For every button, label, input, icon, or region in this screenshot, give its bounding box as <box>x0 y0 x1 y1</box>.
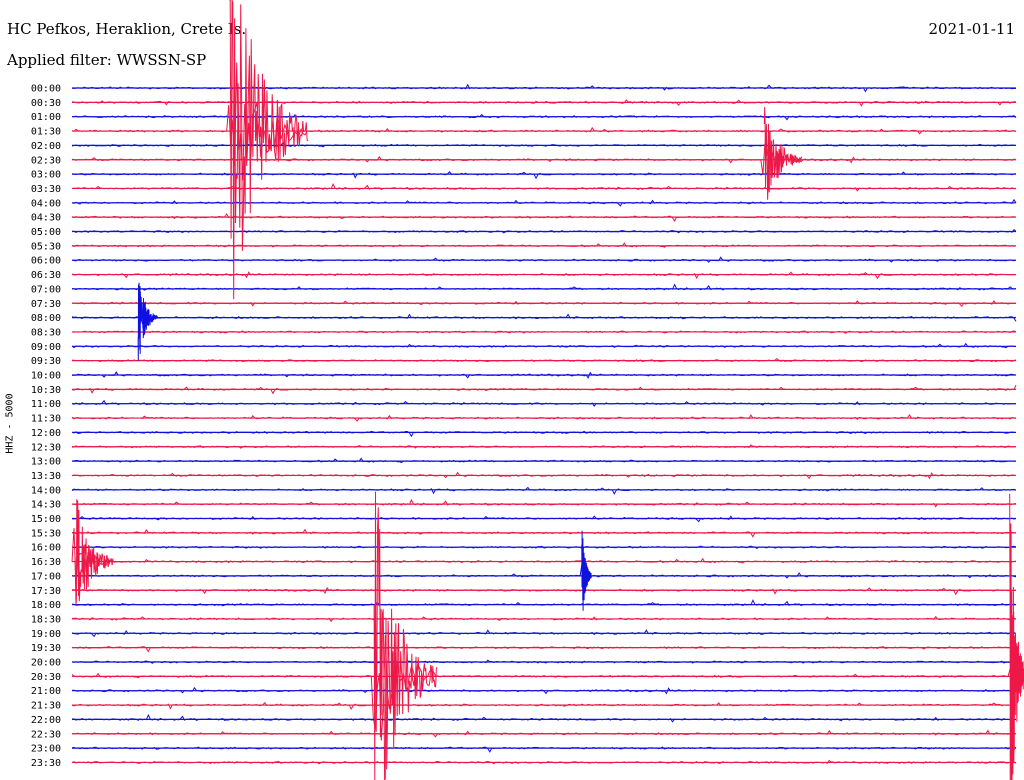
trace-line <box>71 586 1017 596</box>
row-time-label: 09:30 <box>31 356 61 367</box>
trace-line <box>71 271 1017 280</box>
event-waveform <box>74 499 114 605</box>
row-time-label: 08:30 <box>31 327 61 338</box>
row-time-label: 22:00 <box>31 715 61 726</box>
row-time-label: 06:00 <box>31 256 61 267</box>
row-time-label: 13:30 <box>31 471 61 482</box>
station-title: HC Pefkos, Heraklion, Crete Is. <box>7 20 247 38</box>
row-time-label: 16:30 <box>31 557 61 568</box>
row-time-label: 15:00 <box>31 514 61 525</box>
trace-line <box>71 702 1016 711</box>
seismic-event <box>74 499 114 605</box>
row-time-label: 10:00 <box>31 371 61 382</box>
row-time-label: 00:30 <box>31 98 61 109</box>
trace-line <box>71 141 1017 148</box>
row-time-label: 13:00 <box>31 457 61 468</box>
seismic-event <box>373 491 438 780</box>
row-time-label: 11:00 <box>31 399 61 410</box>
row-time-label: 18:30 <box>31 614 61 625</box>
event-waveform <box>763 106 803 200</box>
row-time-label: 22:30 <box>31 729 61 740</box>
row-time-label: 11:30 <box>31 414 61 425</box>
event-waveform <box>229 0 309 300</box>
seismic-event <box>1009 493 1024 780</box>
row-time-label: 09:00 <box>31 342 61 353</box>
trace-line <box>71 242 1017 248</box>
row-time-label: 19:00 <box>31 629 61 640</box>
row-time-label: 01:00 <box>31 112 61 123</box>
row-time-label: 19:30 <box>31 643 61 654</box>
event-waveform <box>137 282 158 361</box>
row-time-label: 21:30 <box>31 701 61 712</box>
trace-line <box>71 143 1017 175</box>
row-time-label: 02:30 <box>31 155 61 166</box>
event-waveform <box>1009 493 1024 780</box>
row-time-label: 20:00 <box>31 658 61 669</box>
trace-line <box>71 713 1017 723</box>
row-time-label: 02:00 <box>31 141 61 152</box>
traces <box>71 0 1024 780</box>
row-time-label: 12:00 <box>31 428 61 439</box>
row-time-label: 06:30 <box>31 270 61 281</box>
row-time-label: 15:30 <box>31 528 61 539</box>
seismic-event <box>581 530 592 611</box>
row-time-label: 17:00 <box>31 571 61 582</box>
row-time-label: 14:00 <box>31 485 61 496</box>
row-time-label: 16:00 <box>31 543 61 554</box>
trace-line <box>71 486 1017 495</box>
trace-line <box>71 561 1017 583</box>
trace-line <box>71 634 1017 741</box>
row-time-label: 18:00 <box>31 600 61 611</box>
trace-line <box>71 528 1017 589</box>
row-time-label: 23:00 <box>31 744 61 755</box>
row-time-label: 03:30 <box>31 184 61 195</box>
seismic-event <box>229 0 309 300</box>
seismic-event <box>137 282 158 361</box>
filter-label: Applied filter: WWSSN-SP <box>7 51 207 69</box>
row-time-label: 05:30 <box>31 241 61 252</box>
row-time-label: 17:30 <box>31 586 61 597</box>
row-time-label: 20:30 <box>31 672 61 683</box>
row-time-label: 00:00 <box>31 84 61 95</box>
row-time-label: 23:30 <box>31 758 61 769</box>
trace-line <box>71 498 1017 508</box>
trace-line <box>71 183 1017 192</box>
event-waveform <box>581 530 592 611</box>
row-time-label: 04:00 <box>31 198 61 209</box>
row-time-label: 03:00 <box>31 170 61 181</box>
row-time-label: 01:30 <box>31 127 61 138</box>
row-time-label: 07:00 <box>31 284 61 295</box>
row-time-label: 07:30 <box>31 299 61 310</box>
trace-line <box>71 62 1017 181</box>
trace-line <box>71 342 1017 349</box>
row-time-label: 08:00 <box>31 313 61 324</box>
row-labels: 00:00 00:30 01:00 01:30 02:00 02:30 03:00 03:30… <box>31 84 61 769</box>
trace-line <box>71 457 1017 464</box>
row-time-label: 04:30 <box>31 213 61 224</box>
date-label: 2021-01-11 <box>928 20 1015 38</box>
seismic-event <box>763 106 803 200</box>
row-time-label: 10:30 <box>31 385 61 396</box>
row-time-label: 12:30 <box>31 442 61 453</box>
row-time-label: 14:30 <box>31 500 61 511</box>
event-waveform <box>373 491 438 780</box>
trace-line <box>71 171 1017 180</box>
row-time-label: 21:00 <box>31 686 61 697</box>
row-time-label: 05:00 <box>31 227 61 238</box>
